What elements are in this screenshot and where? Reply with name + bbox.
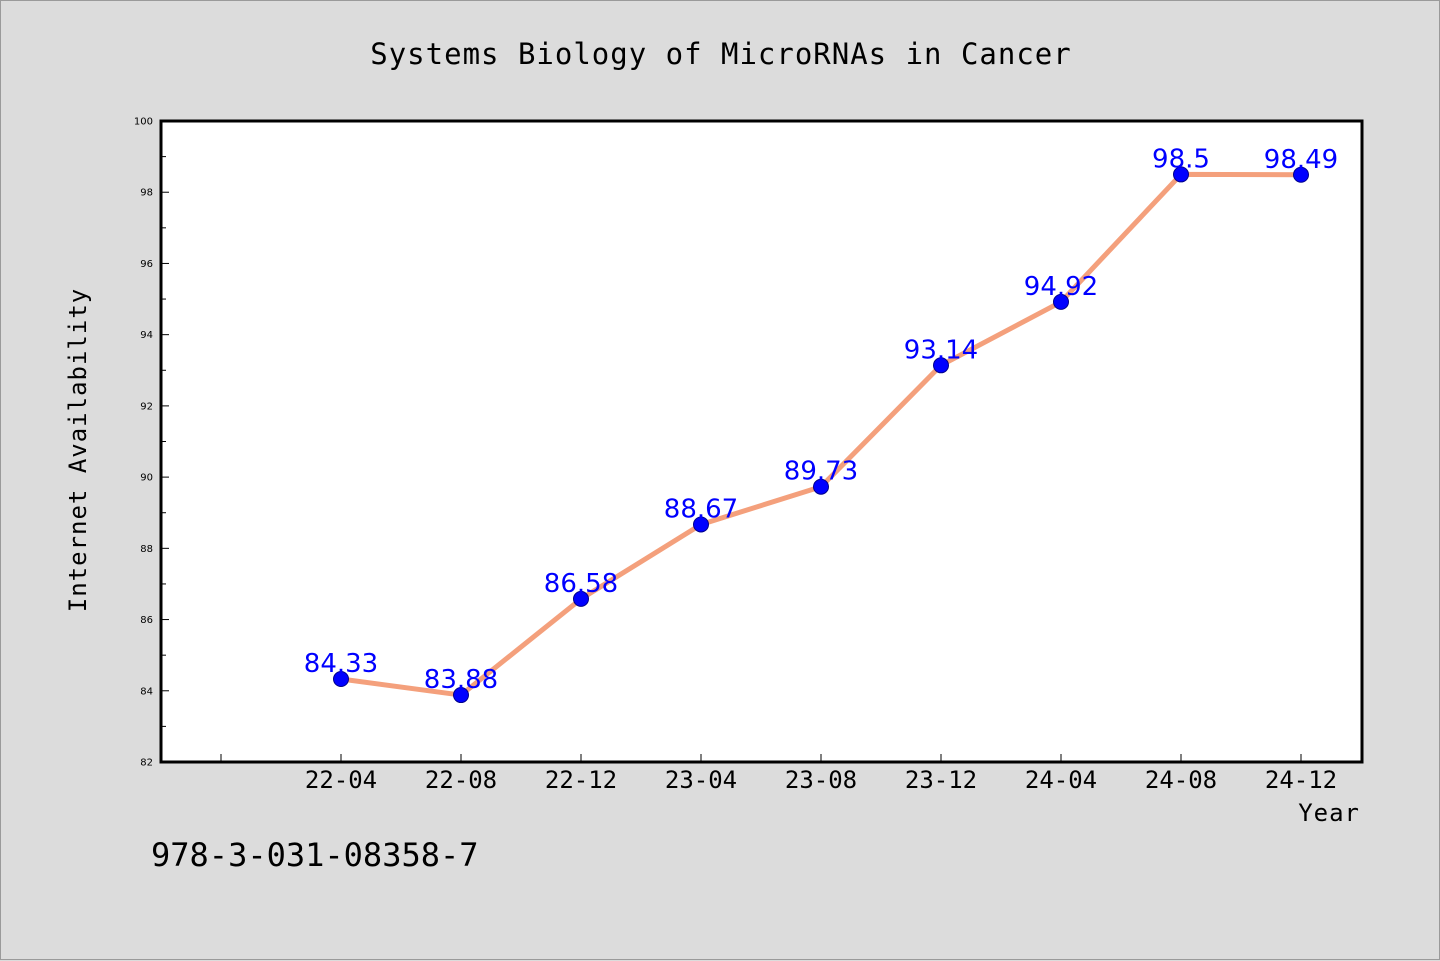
y-tick-label: 96 — [140, 259, 153, 270]
data-label: 98.49 — [1264, 145, 1338, 175]
x-axis: 22-04 22-08 22-12 23-04 23-08 23-12 24-04 24-08… — [220, 754, 1337, 794]
x-tick-label: 22-04 — [305, 766, 377, 794]
x-tick-label: 22-12 — [545, 766, 617, 794]
x-tick-label: 23-12 — [905, 766, 977, 794]
data-label: 93.14 — [904, 335, 978, 365]
isbn-text: 978-3-031-08358-7 — [151, 836, 479, 874]
x-axis-label: Year — [1298, 799, 1360, 827]
y-tick-label: 94 — [140, 330, 153, 341]
data-label: 94.92 — [1024, 272, 1098, 302]
x-tick-label: 23-04 — [665, 766, 737, 794]
x-tick-label: 24-12 — [1265, 766, 1337, 794]
plot-area — [159, 119, 1364, 764]
data-point — [573, 590, 589, 607]
data-point — [933, 357, 949, 374]
data-label: 84.33 — [304, 649, 378, 679]
data-point — [1293, 166, 1309, 183]
y-tick-label: 82 — [140, 758, 153, 769]
y-tick-label: 88 — [140, 544, 153, 555]
data-point — [333, 671, 349, 688]
chart-title: Systems Biology of MicroRNAs in Cancer — [370, 37, 1071, 71]
x-tick-label: 24-08 — [1145, 766, 1217, 794]
data-series — [333, 166, 1309, 704]
y-tick-label: 84 — [140, 686, 153, 697]
data-label: 83.88 — [424, 665, 498, 695]
y-tick-label: 100 — [134, 117, 153, 128]
data-point — [1173, 166, 1189, 183]
y-axis: 82 84 86 88 90 92 94 96 98 100 — [134, 117, 169, 769]
y-axis-label: Internet Availability — [64, 288, 92, 612]
y-tick-label: 98 — [140, 188, 153, 199]
data-label: 86.58 — [544, 569, 618, 599]
data-label: 89.73 — [784, 457, 858, 487]
x-tick-label: 24-04 — [1025, 766, 1097, 794]
data-point — [813, 478, 829, 495]
y-tick-label: 90 — [140, 473, 153, 484]
data-labels: 84.33 83.88 86.58 88.67 89.73 93.14 94.92 98.5 9… — [304, 144, 1338, 695]
data-point — [453, 687, 469, 704]
data-point — [1053, 293, 1069, 310]
x-tick-label: 23-08 — [785, 766, 857, 794]
y-tick-label: 92 — [140, 401, 153, 412]
x-tick-label: 22-08 — [425, 766, 497, 794]
data-label: 88.67 — [664, 494, 738, 524]
data-point — [693, 516, 709, 533]
data-label: 98.5 — [1152, 144, 1210, 174]
y-tick-label: 86 — [140, 615, 153, 626]
